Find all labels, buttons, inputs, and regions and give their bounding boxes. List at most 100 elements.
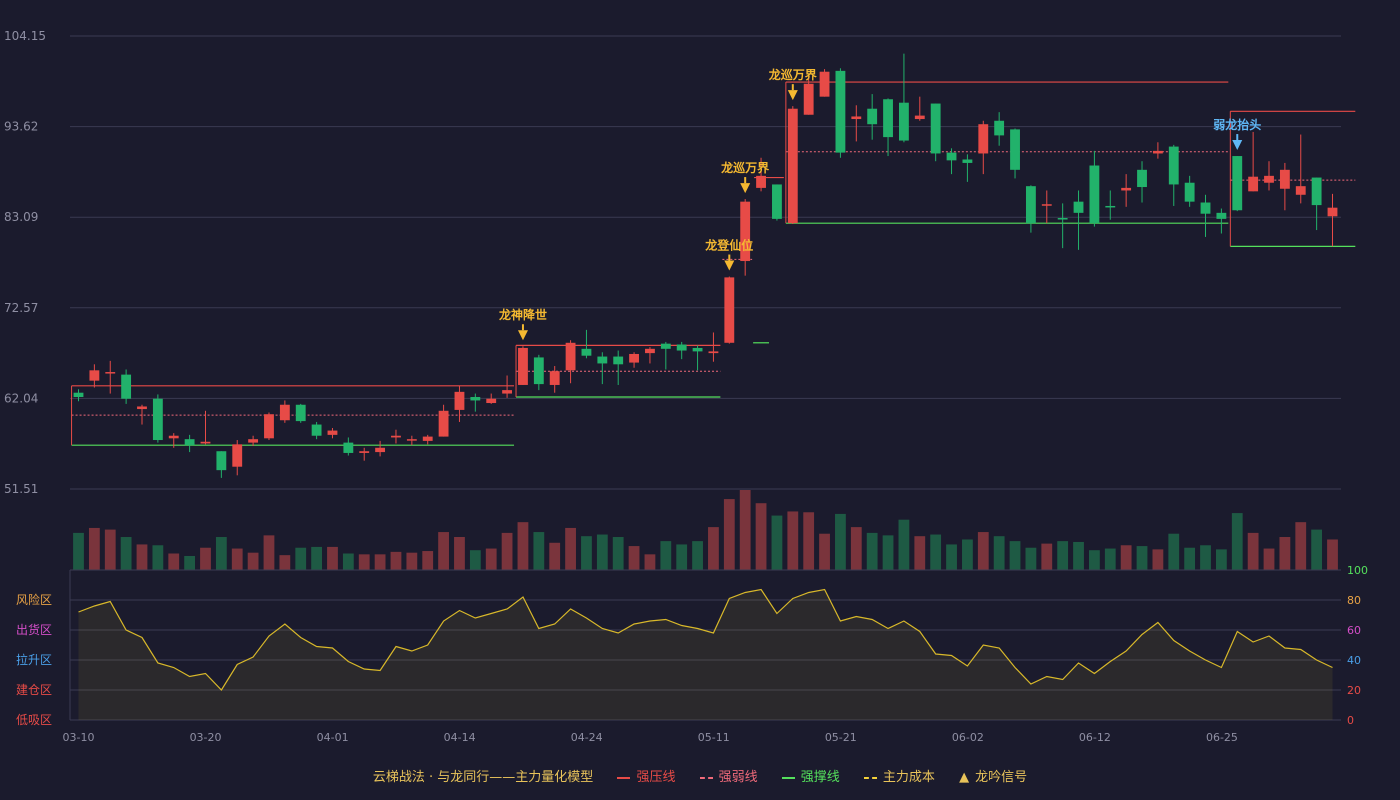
- candle-body: [1168, 146, 1179, 185]
- volume-bar: [279, 555, 291, 570]
- volume-bar: [1009, 541, 1021, 570]
- oscillator-tick-label: 20: [1347, 684, 1361, 697]
- date-tick-label: 05-11: [698, 731, 730, 744]
- volume-bar: [612, 537, 624, 570]
- signal-arrow-icon: [724, 260, 735, 271]
- candle-body: [1295, 186, 1306, 195]
- volume-bars: [73, 490, 1338, 570]
- volume-bar: [1327, 539, 1338, 570]
- volume-bar: [819, 533, 830, 570]
- candle-body: [1311, 177, 1322, 206]
- candle-body: [248, 439, 259, 443]
- candle-body: [295, 404, 306, 422]
- volume-bar: [406, 552, 418, 570]
- volume-bar: [835, 513, 846, 570]
- candle-body: [581, 348, 592, 356]
- zone-label: 拉升区: [16, 652, 52, 667]
- candle-body: [168, 435, 179, 439]
- volume-bar: [120, 537, 132, 570]
- oscillator-tick-label: 60: [1347, 624, 1361, 637]
- candle-body: [73, 392, 84, 398]
- volume-bar: [962, 539, 973, 570]
- candle-body: [787, 108, 798, 224]
- date-tick-label: 05-21: [825, 731, 857, 744]
- legend-item-resistance: 强压线: [617, 766, 675, 785]
- candle-body: [819, 71, 830, 97]
- candle-body: [772, 184, 782, 219]
- triangle-icon: ▲: [959, 770, 970, 785]
- volume-bar: [1247, 532, 1259, 570]
- date-tick-label: 06-02: [952, 731, 984, 744]
- candle-body: [184, 439, 195, 446]
- candle-body: [121, 374, 132, 399]
- candle-body: [518, 347, 528, 385]
- candle-body: [740, 201, 751, 262]
- legend-label: 龙吟信号: [975, 770, 1028, 785]
- legend-label: 强弱线: [718, 770, 758, 785]
- volume-bar: [882, 535, 894, 570]
- volume-bar: [231, 548, 243, 570]
- volume-bar: [327, 546, 338, 570]
- volume-bar: [1263, 548, 1275, 570]
- oscillator-tick-label: 80: [1347, 594, 1361, 607]
- signal-arrow-icon: [517, 330, 528, 341]
- volume-bar: [708, 527, 719, 570]
- candle-body: [311, 424, 322, 436]
- candle-body: [708, 351, 719, 354]
- candle-body: [1184, 182, 1195, 202]
- candle-body: [152, 398, 163, 441]
- volume-bar: [485, 548, 497, 570]
- oscillator: [78, 588, 1333, 720]
- candle-body: [137, 406, 147, 410]
- candle-body: [1010, 129, 1020, 170]
- volume-bar: [533, 532, 545, 570]
- candle-body: [327, 430, 338, 435]
- volume-bar: [469, 550, 481, 570]
- volume-bar: [866, 532, 878, 570]
- candle-body: [724, 277, 735, 343]
- zone-label: 风险区: [16, 592, 52, 607]
- candle-body: [279, 404, 290, 421]
- candle-body: [1121, 187, 1132, 191]
- date-tick-label: 03-10: [63, 731, 95, 744]
- volume-bar: [247, 552, 259, 570]
- date-tick-label: 04-14: [444, 731, 476, 744]
- date-tick-label: 04-24: [571, 731, 603, 744]
- date-tick-label: 04-01: [317, 731, 349, 744]
- volume-bar: [977, 532, 989, 570]
- zone-label: 低吸区: [16, 713, 52, 727]
- candle-body: [454, 391, 465, 410]
- volume-bar: [1120, 545, 1132, 570]
- volume-bar: [342, 553, 354, 570]
- volume-bar: [755, 503, 767, 570]
- candle-body: [1264, 175, 1274, 183]
- volume-bar: [1057, 541, 1069, 570]
- volume-bar: [295, 547, 307, 570]
- candle-body: [629, 353, 639, 363]
- volume-bar: [803, 512, 815, 570]
- volume-bar: [1104, 548, 1116, 570]
- volume-bar: [771, 515, 783, 570]
- candle-body: [533, 357, 544, 385]
- volume-bar: [517, 522, 529, 570]
- candle-body: [645, 348, 655, 354]
- date-tick-label: 06-25: [1206, 731, 1238, 744]
- volume-bar: [454, 537, 465, 570]
- candle-body: [883, 99, 893, 138]
- legend-item-signal: ▲ 龙吟信号: [959, 766, 1027, 785]
- volume-bar: [1279, 537, 1291, 570]
- candle-body: [692, 347, 703, 352]
- signal-label: 龙神降世: [499, 307, 547, 322]
- oscillator-area: [78, 589, 1333, 720]
- candle-body: [898, 102, 909, 141]
- legend-label: 强压线: [636, 770, 676, 785]
- price-tick-label: 93.62: [4, 120, 38, 134]
- volume-bar: [311, 546, 322, 570]
- candle-body: [1089, 165, 1100, 224]
- candle-body: [1105, 205, 1116, 208]
- price-grid: 104.15 93.62 83.09 72.57 62.04 51.51: [4, 29, 1341, 496]
- candle-body: [422, 436, 433, 441]
- candle-body: [914, 115, 925, 120]
